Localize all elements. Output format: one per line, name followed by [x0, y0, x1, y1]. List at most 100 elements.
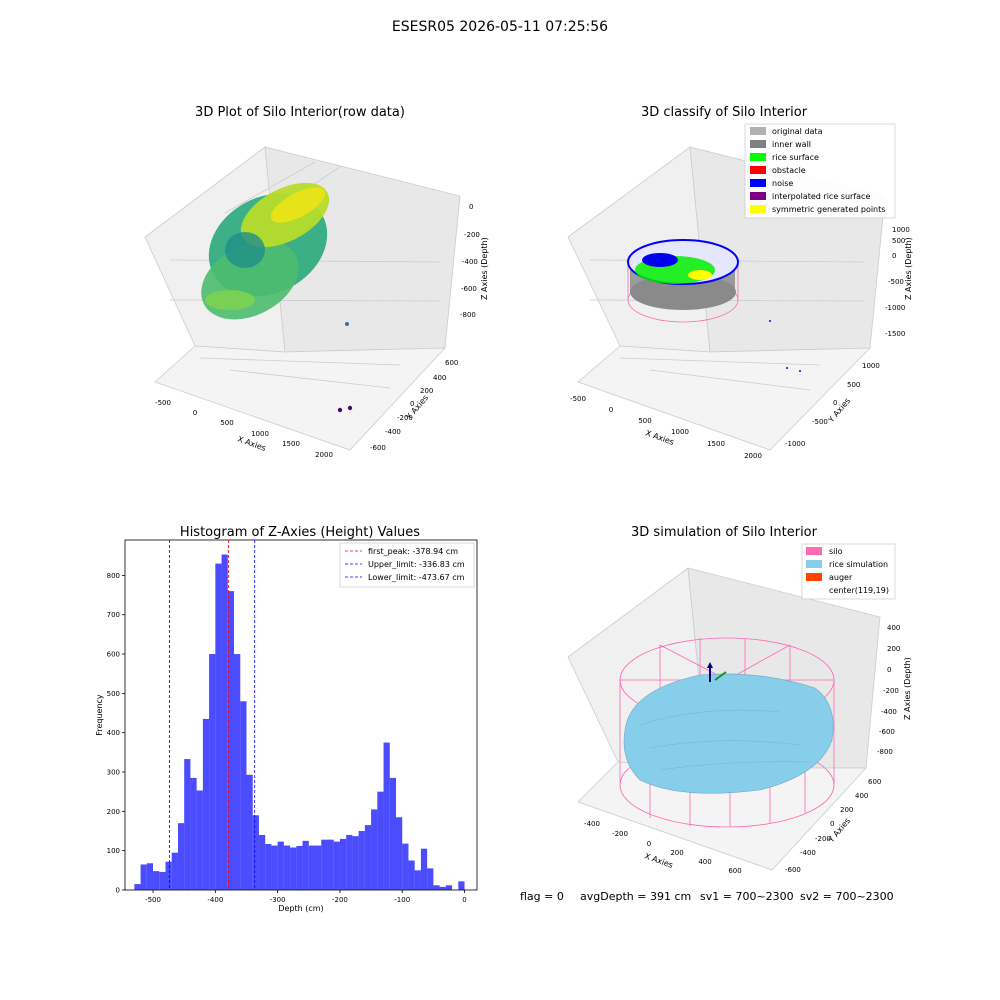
simulation-legend-swatch — [806, 560, 822, 568]
histogram-y-tick-label: 400 — [107, 729, 120, 737]
histogram-bar — [339, 838, 347, 890]
svg-text:-400: -400 — [881, 708, 897, 716]
classify-legend-swatch — [750, 127, 766, 135]
svg-text:0: 0 — [469, 203, 473, 211]
svg-text:-200: -200 — [883, 687, 899, 695]
histogram-bar — [458, 881, 465, 890]
histogram-bar — [352, 836, 359, 890]
classify-z-ticks: 1000 500 0 -500 -1000 -1500 — [885, 226, 910, 338]
histogram-bar — [427, 868, 434, 890]
histogram-bar — [396, 817, 403, 890]
classify-ylabel: Y Axies — [826, 396, 852, 425]
svg-text:-500: -500 — [155, 399, 171, 407]
svg-text:-600: -600 — [461, 285, 477, 293]
svg-text:0: 0 — [887, 666, 891, 674]
svg-text:2000: 2000 — [315, 451, 333, 459]
classify-point-cloud — [627, 239, 801, 372]
histogram-bar — [221, 554, 228, 890]
classify-legend-swatch — [750, 192, 766, 200]
histogram-bar — [277, 841, 284, 890]
svg-text:-200: -200 — [815, 835, 831, 843]
classify-legend-swatch — [750, 153, 766, 161]
histogram-bar — [209, 654, 216, 890]
histogram-bar — [234, 654, 241, 890]
histogram-y-tick-label: 200 — [107, 808, 120, 816]
svg-text:-200: -200 — [612, 830, 628, 838]
classify-zlabel: Z Axies (Depth) — [904, 237, 913, 300]
histogram-bar — [265, 843, 272, 890]
histogram-bar — [358, 831, 365, 890]
histogram-bar — [433, 885, 440, 890]
svg-text:2000: 2000 — [744, 452, 762, 460]
histogram-bar — [146, 863, 154, 890]
svg-text:500: 500 — [220, 419, 233, 427]
svg-text:400: 400 — [698, 858, 711, 866]
simulation-auger — [707, 662, 727, 682]
svg-text:200: 200 — [670, 849, 683, 857]
histogram-bar — [414, 870, 421, 890]
svg-text:0: 0 — [410, 400, 414, 408]
classify-legend-label: obstacle — [772, 166, 806, 175]
svg-text:400: 400 — [433, 374, 446, 382]
classify-legend-swatch — [750, 205, 766, 213]
svg-text:-500: -500 — [570, 395, 586, 403]
svg-text:-400: -400 — [800, 849, 816, 857]
histogram-x-tick-label: -500 — [145, 896, 161, 904]
simulation-legend-label: auger — [829, 573, 853, 582]
svg-text:-600: -600 — [879, 728, 895, 736]
raw-y-ticks: 600 400 200 0 -200 -400 -600 — [370, 359, 458, 452]
svg-text:-600: -600 — [785, 866, 801, 874]
svg-text:500: 500 — [847, 381, 860, 389]
histogram-bar — [346, 834, 353, 890]
histogram-bar — [271, 845, 278, 890]
histogram-bar — [389, 777, 397, 890]
histogram-title: Histogram of Z-Axies (Height) Values — [180, 525, 420, 540]
simulation-rice-surface — [623, 673, 834, 794]
raw-ylabel: Y Axies — [404, 393, 430, 422]
classify-legend-label: inner wall — [772, 140, 811, 149]
simulation-zlabel: Z Axies (Depth) — [903, 657, 912, 720]
histogram-bar — [171, 852, 178, 890]
svg-text:400: 400 — [855, 792, 868, 800]
svg-text:-200: -200 — [397, 414, 413, 422]
classify-legend-label: noise — [772, 179, 793, 188]
histogram-x-tick-label: -400 — [207, 896, 223, 904]
svg-text:-400: -400 — [584, 820, 600, 828]
raw-zlabel: Z Axies (Depth) — [480, 237, 489, 300]
svg-text:200: 200 — [420, 387, 433, 395]
histogram-bar — [202, 718, 210, 890]
histogram-legend-label: Lower_limit: -473.67 cm — [368, 573, 465, 582]
svg-text:-1500: -1500 — [885, 330, 905, 338]
svg-text:-800: -800 — [460, 311, 476, 319]
classify-noise-point — [799, 370, 801, 372]
histogram-bar — [153, 871, 160, 890]
svg-text:0: 0 — [647, 840, 651, 848]
histogram-bar — [215, 563, 222, 890]
classify-legend-swatch — [750, 140, 766, 148]
svg-text:500: 500 — [892, 237, 905, 245]
panel-raw: 3D Plot of Silo Interior(row data) -500 … — [144, 105, 489, 459]
histogram-legend: first_peak: -378.94 cm Upper_limit: -336.… — [339, 542, 475, 588]
histogram-y-ticks: 0 100 200 300 400 500 600 700 800 — [107, 572, 125, 895]
histogram-bar — [246, 774, 253, 890]
svg-text:600: 600 — [445, 359, 458, 367]
svg-text:500: 500 — [638, 417, 651, 425]
simulation-legend-swatch — [806, 547, 822, 555]
simulation-legend-label: rice simulation — [829, 560, 888, 569]
histogram-y-tick-label: 500 — [107, 690, 120, 698]
figure-suptitle: ESESR05 2026-05-11 07:25:56 — [392, 19, 608, 35]
svg-text:600: 600 — [868, 778, 881, 786]
histogram-bar — [140, 864, 147, 890]
histogram-bar — [159, 871, 166, 890]
classify-legend-label: interpolated rice surface — [772, 192, 870, 201]
histogram-x-tick-label: -100 — [394, 896, 410, 904]
histogram-y-tick-label: 700 — [107, 611, 120, 619]
svg-text:600: 600 — [728, 867, 741, 875]
simulation-legend-label: silo — [829, 547, 843, 556]
panel-classify: 3D classify of Silo Interior -500 0 50 — [567, 105, 913, 460]
svg-text:-1000: -1000 — [885, 304, 905, 312]
histogram-y-tick-label: 600 — [107, 651, 120, 659]
svg-text:0: 0 — [830, 820, 834, 828]
simulation-title: 3D simulation of Silo Interior — [631, 525, 818, 540]
classify-y-ticks: 1000 500 0 -500 -1000 — [785, 362, 880, 448]
